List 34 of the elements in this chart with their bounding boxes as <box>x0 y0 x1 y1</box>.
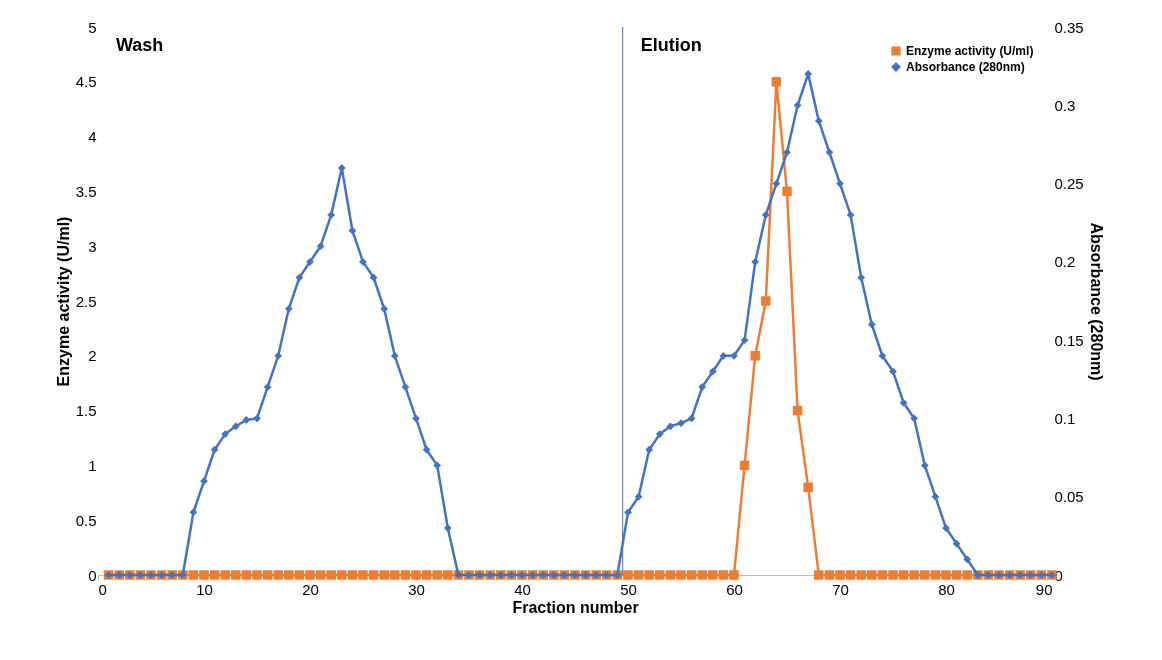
annotation: Wash <box>116 35 164 55</box>
y2-tick-label: 0.1 <box>1054 409 1076 427</box>
x-tick-label: 20 <box>302 580 319 598</box>
x-tick-label: 40 <box>514 580 531 598</box>
y2-tick-label: 0.3 <box>1054 96 1076 114</box>
y2-tick-label: 0.15 <box>1054 331 1084 349</box>
x-tick-label: 90 <box>1035 580 1053 598</box>
y-axis-title: Enzyme activity (U/ml) <box>54 216 72 387</box>
y-tick-label: 2 <box>88 347 97 365</box>
y-tick-label: 3.5 <box>75 182 97 200</box>
x-tick-label: 50 <box>620 580 637 598</box>
x-tick-label: 10 <box>196 580 213 598</box>
y-tick-label: 4 <box>88 128 97 146</box>
y-tick-label: 1.5 <box>75 402 97 420</box>
y-tick-label: 3 <box>88 237 97 255</box>
y2-axis-title: Absorbance (280nm) <box>1087 222 1105 381</box>
y-tick-label: 0.5 <box>75 511 97 529</box>
x-tick-label: 80 <box>938 580 955 598</box>
legend-label: Absorbance (280nm) <box>906 60 1025 74</box>
y-tick-label: 2.5 <box>75 292 97 310</box>
y2-tick-label: 0.05 <box>1054 488 1084 506</box>
y2-tick-label: 0.2 <box>1054 253 1076 271</box>
x-tick-label: 60 <box>726 580 743 598</box>
x-tick-label: 30 <box>408 580 425 598</box>
annotation: Elution <box>640 35 702 55</box>
y-tick-label: 5 <box>88 18 97 36</box>
x-tick-label: 70 <box>832 580 849 598</box>
y2-tick-label: 0.35 <box>1054 18 1084 36</box>
x-axis-title: Fraction number <box>512 598 639 616</box>
y-tick-label: 0 <box>88 566 97 584</box>
y-tick-label: 4.5 <box>75 73 97 91</box>
y2-tick-label: 0.25 <box>1054 175 1084 193</box>
y-tick-label: 1 <box>88 456 97 474</box>
legend-label: Enzyme activity (U/ml) <box>906 44 1034 58</box>
